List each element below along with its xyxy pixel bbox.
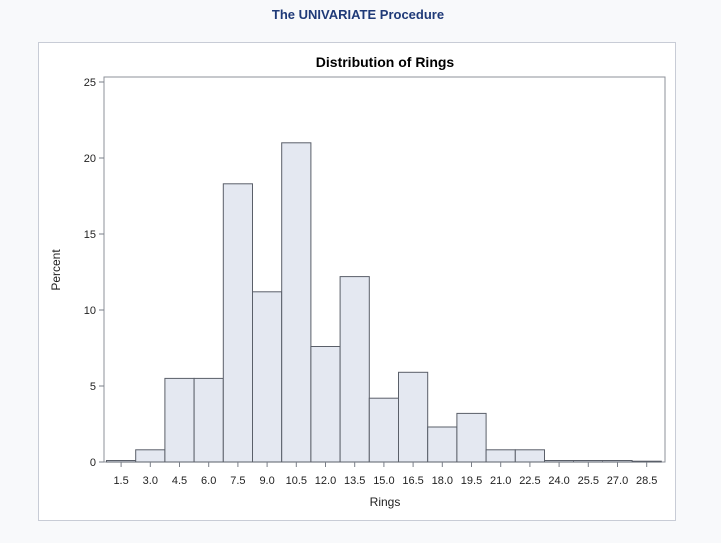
x-tick-label: 7.5 <box>230 475 245 487</box>
y-tick-label: 20 <box>84 153 96 165</box>
x-tick-label: 24.0 <box>548 475 569 487</box>
x-tick-label: 13.5 <box>344 475 365 487</box>
chart-title: Distribution of Rings <box>316 54 455 70</box>
bar-13.5 <box>339 276 370 463</box>
x-tick-label: 18.0 <box>432 475 453 487</box>
bar-27.0 <box>602 460 633 463</box>
bar-4.5 <box>164 377 195 463</box>
bar-7.5 <box>222 183 254 463</box>
bars-group <box>106 142 662 463</box>
x-tick-label: 9.0 <box>259 475 274 487</box>
x-tick-label: 21.0 <box>490 475 511 487</box>
x-tick-label: 3.0 <box>143 475 158 487</box>
y-tick-label: 15 <box>84 229 96 241</box>
x-tick-label: 27.0 <box>607 475 628 487</box>
bar-25.5 <box>573 460 604 463</box>
x-tick-label: 1.5 <box>113 475 128 487</box>
bar-3.0 <box>135 449 166 463</box>
x-tick-label: 10.5 <box>286 475 307 487</box>
x-tick-label: 25.5 <box>578 475 599 487</box>
x-tick-label: 15.0 <box>373 475 394 487</box>
bar-22.5 <box>514 449 545 463</box>
y-axis-title: Percent <box>49 249 63 291</box>
bar-16.5 <box>398 371 429 463</box>
x-tick-label: 12.0 <box>315 475 336 487</box>
bar-24.0 <box>544 460 575 463</box>
bar-15.0 <box>368 397 399 463</box>
x-tick-label: 6.0 <box>201 475 216 487</box>
bar-28.5 <box>631 460 662 463</box>
bar-10.5 <box>281 142 312 463</box>
y-tick-label: 10 <box>84 305 96 317</box>
bar-9.0 <box>252 291 283 463</box>
bar-6.0 <box>193 377 224 463</box>
x-axis: 1.5 3.0 4.5 6.0 7.5 9.0 10.5 12.0 13.5 15.0 16.5 18… <box>113 462 657 487</box>
x-tick-label: 22.5 <box>519 475 540 487</box>
x-axis-title: Rings <box>370 495 401 509</box>
bar-12.0 <box>310 346 341 463</box>
page-heading: The UNIVARIATE Procedure <box>271 7 445 22</box>
bar-21.0 <box>485 449 516 463</box>
y-tick-label: 25 <box>84 77 96 89</box>
bar-19.5 <box>456 412 487 463</box>
y-tick-label: 0 <box>90 457 96 469</box>
x-tick-label: 28.5 <box>636 475 657 487</box>
y-axis: 0 5 10 15 20 25 <box>84 77 104 469</box>
bar-18.0 <box>427 426 458 463</box>
x-tick-label: 16.5 <box>402 475 423 487</box>
x-tick-label: 4.5 <box>172 475 187 487</box>
x-tick-label: 19.5 <box>461 475 482 487</box>
bar-1.5 <box>106 460 137 463</box>
y-tick-label: 5 <box>90 381 96 393</box>
